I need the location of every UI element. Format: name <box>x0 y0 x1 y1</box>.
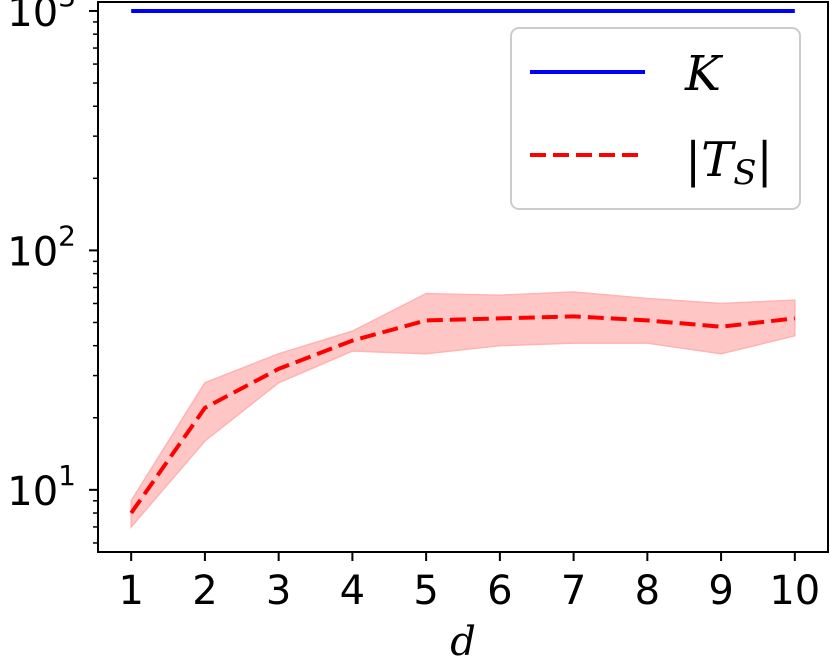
plot-frame <box>97 1 829 553</box>
y-tick-label-1000: 103 <box>7 0 76 36</box>
x-tick-label-1: 1 <box>118 568 143 614</box>
axes-layer <box>97 1 829 553</box>
y-tick-label-100: 102 <box>7 219 76 275</box>
legend-label-k: K <box>684 46 724 102</box>
series-line-ts <box>129 314 796 515</box>
legend-bar-open: | <box>685 132 701 188</box>
x-tick-label-3: 3 <box>266 568 291 614</box>
band-ts <box>130 291 796 529</box>
series-line-layer <box>129 8 796 515</box>
legend-symbol-t: T <box>701 132 736 188</box>
y-tick-label-10: 101 <box>7 459 76 515</box>
legend-label-ts: |TS| <box>685 132 773 193</box>
x-tick-label-5: 5 <box>413 568 438 614</box>
x-tick-label-2: 2 <box>192 568 217 614</box>
x-tick-label-10: 10 <box>769 568 820 614</box>
legend: K |TS| <box>510 27 801 210</box>
legend-subscript-s: S <box>733 153 756 193</box>
legend-bar-close: | <box>756 132 772 188</box>
x-tick-label-9: 9 <box>708 568 733 614</box>
x-tick-label-4: 4 <box>340 568 365 614</box>
x-tick-label-6: 6 <box>487 568 512 614</box>
x-tick-label-8: 8 <box>635 568 660 614</box>
x-tick-label-7: 7 <box>561 568 586 614</box>
ticks-layer: 1 2 3 4 5 6 7 8 9 10 101 102 103 <box>7 0 820 614</box>
x-axis-label: d <box>450 619 476 664</box>
confidence-band-layer <box>130 291 796 529</box>
